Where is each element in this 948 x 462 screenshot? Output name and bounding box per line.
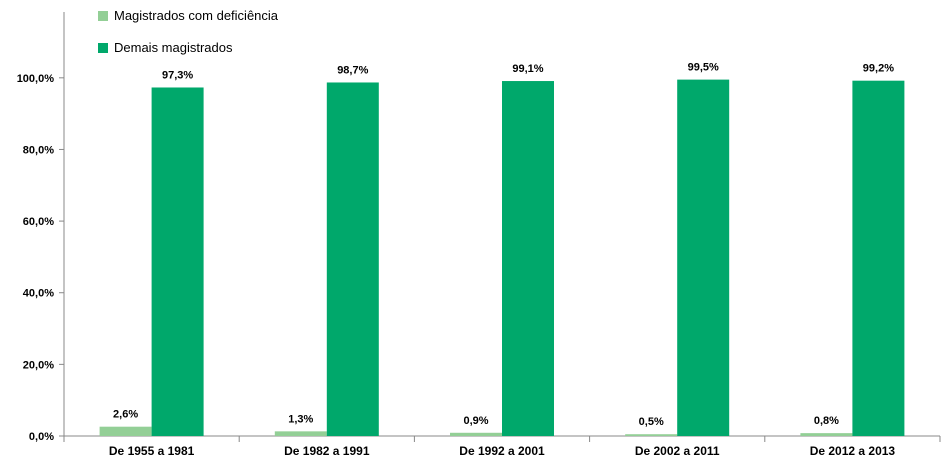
bars: 2,6% 97,3% 1,3% 98,7% 0,9% 99,1% 0,5% 99,5% 0,8%…: [99, 62, 905, 437]
legend-label: Magistrados com deficiência: [114, 8, 279, 23]
y-tick-label: 60,0%: [23, 216, 54, 228]
bar-demais-magistrados: [502, 81, 554, 437]
bar-magistrados-com-deficiencia: [274, 431, 327, 436]
x-tick-label: De 2002 a 2011: [635, 444, 720, 458]
data-label: 1,3%: [288, 413, 313, 425]
legend: Magistrados com deficiência Demais magist…: [98, 8, 279, 55]
data-label: 99,1%: [512, 63, 543, 75]
axes: 0,0% 20,0% 40,0% 60,0% 80,0% 100,0% De 1955 a …: [17, 12, 941, 458]
data-label: 99,2%: [863, 63, 894, 75]
bar-demais-magistrados: [151, 87, 204, 437]
data-label: 97,3%: [162, 69, 193, 81]
y-tick-label: 0,0%: [29, 431, 54, 443]
bar-magistrados-com-deficiencia: [625, 434, 678, 436]
legend-swatch: [98, 11, 108, 21]
legend-swatch: [98, 43, 108, 53]
legend-label: Demais magistrados: [114, 40, 233, 55]
y-tick-label: 80,0%: [23, 144, 54, 156]
y-tick-label: 100,0%: [17, 73, 55, 85]
x-tick-label: De 2012 a 2013: [810, 444, 896, 458]
data-label: 0,8%: [814, 415, 839, 427]
bar-demais-magistrados: [852, 80, 905, 436]
data-label: 0,9%: [463, 415, 488, 427]
data-label: 0,5%: [639, 416, 664, 428]
y-tick-label: 20,0%: [23, 359, 54, 371]
x-tick-label: De 1982 a 1991: [284, 444, 370, 458]
bar-demais-magistrados: [326, 82, 379, 436]
bar-demais-magistrados: [677, 79, 730, 436]
bar-magistrados-com-deficiencia: [99, 426, 152, 436]
data-label: 2,6%: [113, 409, 138, 421]
x-tick-label: De 1955 a 1981: [109, 444, 195, 458]
data-label: 98,7%: [337, 64, 368, 76]
x-tick-label: De 1992 a 2001: [459, 444, 545, 458]
data-label: 99,5%: [688, 62, 719, 74]
bar-magistrados-com-deficiencia: [800, 433, 853, 436]
y-tick-label: 40,0%: [23, 288, 54, 300]
bar-magistrados-com-deficiencia: [450, 432, 502, 436]
